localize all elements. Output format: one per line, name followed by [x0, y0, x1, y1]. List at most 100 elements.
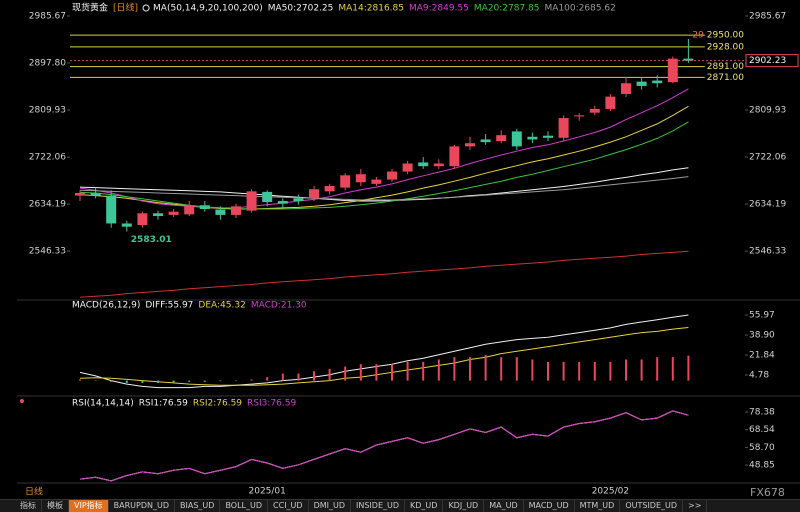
candle-body: [215, 209, 226, 215]
y-tick-label: 2634.19: [749, 200, 786, 210]
series-line: [79, 121, 689, 210]
period: [日线]: [113, 2, 138, 14]
macd-bar: [437, 359, 440, 381]
chart: 日线 FX678 2985.672985.672897.802897.80280…: [17, 1, 800, 499]
macd-bar: [500, 357, 503, 381]
legend-entry: DIFF:55.97: [145, 301, 193, 311]
y-tick-label: 2985.67: [29, 11, 66, 21]
y-tick-label: 2722.06: [29, 153, 66, 163]
candle-body: [621, 83, 631, 94]
y-tick-label: 55.97: [749, 311, 775, 321]
candle-body: [605, 96, 616, 109]
panel-marker: [20, 399, 24, 403]
toolbar-item[interactable]: MA_UD: [484, 500, 524, 512]
toolbar-item[interactable]: OUTSIDE_UD: [620, 500, 684, 512]
macd-bar: [172, 380, 175, 383]
macd-bar: [422, 361, 425, 381]
series-line: [79, 176, 689, 201]
macd-bar: [609, 361, 612, 381]
current-price-label: 2902.23: [749, 56, 786, 66]
candle-body: [667, 58, 678, 83]
legend-entry: RSI2:76.59: [193, 399, 242, 409]
series-line: [79, 250, 689, 298]
current-price-box: [745, 54, 799, 68]
macd-bar: [344, 366, 347, 381]
macd-bar: [157, 380, 159, 383]
macd-bar: [281, 373, 284, 381]
y-tick-label: 2722.06: [749, 153, 786, 163]
macd-bar: [313, 371, 315, 381]
candle-body: [433, 163, 444, 167]
candle-body: [168, 211, 179, 215]
candle-body: [106, 195, 117, 224]
candle-body: [449, 146, 460, 167]
candle-body: [137, 213, 148, 226]
toolbar-item[interactable]: MACD_UD: [524, 500, 575, 512]
price-line-label-bg: [704, 41, 745, 53]
candle-body: [636, 81, 647, 86]
candle-body: [652, 80, 663, 84]
macd-bar: [219, 380, 222, 382]
macd-bar: [531, 359, 534, 381]
y-tick-label: 4.78: [749, 370, 769, 380]
toolbar-item[interactable]: BOLL_UD: [220, 500, 269, 512]
macd-bar: [94, 380, 97, 381]
toolbar-item[interactable]: INSIDE_UD: [351, 500, 406, 512]
toolbar-item[interactable]: 指标: [0, 500, 42, 512]
legend-entry: MA9:2849.55: [409, 4, 469, 14]
toolbar-item[interactable]: VIP指标: [69, 500, 109, 512]
y-tick-label: 2546.33: [749, 247, 786, 257]
toolbar-item[interactable]: BIAS_UD: [175, 500, 221, 512]
candle-body: [387, 171, 397, 180]
candle-body: [558, 118, 569, 138]
indicator-title: MACD(26,12,9): [72, 301, 140, 311]
y-tick-label: 2809.93: [29, 106, 66, 116]
macd-bar: [359, 364, 362, 381]
price-line-label: 2871.00: [707, 73, 744, 83]
y-tick-label: 58.70: [749, 443, 775, 453]
legend-entry: MACD:21.30: [251, 301, 307, 311]
macd-bar: [687, 355, 690, 381]
price-line-label-bg: [704, 61, 745, 73]
toolbar-item[interactable]: >>: [683, 500, 708, 512]
legend-entry: DEA:45.32: [198, 301, 245, 311]
macd-bar: [578, 361, 581, 381]
toolbar-item[interactable]: CCI_UD: [268, 500, 309, 512]
x-tick-label: 2025/01: [249, 487, 286, 497]
series-line: [79, 167, 689, 202]
candle-body: [355, 174, 366, 183]
y-tick-label: 48.85: [749, 461, 775, 471]
candle-body: [246, 191, 257, 211]
candle-body: [277, 200, 288, 204]
toolbar-item[interactable]: BARUPDN_UD: [109, 500, 176, 512]
candle-body: [121, 223, 132, 227]
candle-body: [527, 136, 538, 140]
low-label: 2583.01: [131, 235, 172, 245]
x-tick-label: 2025/02: [592, 487, 629, 497]
candle-body: [683, 58, 694, 61]
series-line: [79, 314, 689, 389]
chart-title: 现货黄金: [72, 2, 108, 14]
toolbar-item[interactable]: 模板: [42, 500, 69, 512]
macd-bar: [328, 368, 331, 381]
macd-bar: [515, 357, 518, 381]
macd-bar: [640, 359, 643, 381]
price-line-label: 2950.00: [707, 31, 744, 41]
macd-bar: [453, 357, 456, 381]
legend-entry: RSI1:76.59: [139, 399, 188, 409]
macd-bar: [547, 361, 549, 381]
toolbar-item[interactable]: KD_UD: [405, 500, 444, 512]
period-label: 日线: [25, 486, 43, 498]
toolbar-item[interactable]: DMI_UD: [309, 500, 351, 512]
toolbar-item[interactable]: KDJ_UD: [443, 500, 485, 512]
candle-body: [496, 135, 507, 142]
macd-bar: [297, 373, 300, 381]
y-axis: 78.38 68.54 58.70 48.85: [745, 408, 775, 471]
toolbar-item[interactable]: MTM_UD: [575, 500, 621, 512]
macd-bar: [562, 361, 565, 381]
macd-bar: [484, 354, 487, 381]
macd-bar: [406, 361, 409, 381]
candle-body: [293, 198, 304, 201]
macd-bar: [203, 380, 206, 382]
candle-body: [309, 189, 319, 199]
